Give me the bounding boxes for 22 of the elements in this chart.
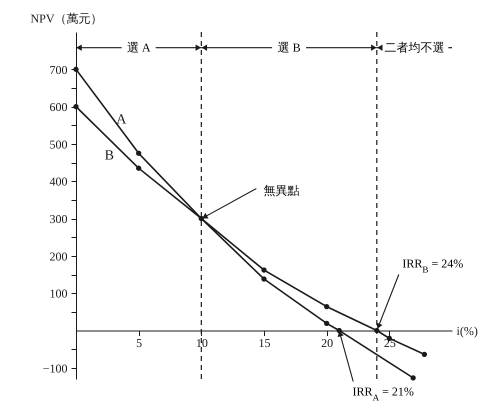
x-tick-label: 15 [258,336,270,350]
annotation: IRR$_{A}$ = 21% [352,384,414,402]
y-tick-label: 100 [50,286,68,301]
annotation: 選 A [126,40,151,55]
y-axis-title: NPV（萬元） [30,12,103,26]
series-label: A [116,112,128,128]
x-tick-label: 5 [136,336,142,350]
annotation: 無異點 [263,184,300,198]
y-tick-label: 200 [50,249,68,264]
annotation: IRR$_{B}$ = 24% [402,256,464,274]
annotation: 二者均不選 [384,40,444,55]
x-tick-label: 20 [321,336,334,350]
annotation: 選 B [278,40,301,55]
x-axis-title: i(%) [456,324,478,338]
series-label: B [104,148,114,164]
y-tick-label: 600 [50,100,68,114]
y-tick-label: −100 [42,361,68,376]
x-tick-label: 10 [196,336,208,350]
y-tick-label: 300 [50,212,68,226]
y-tick-label: 400 [50,174,68,189]
y-tick-label: 700 [50,62,68,77]
y-tick-label: 500 [50,137,68,152]
